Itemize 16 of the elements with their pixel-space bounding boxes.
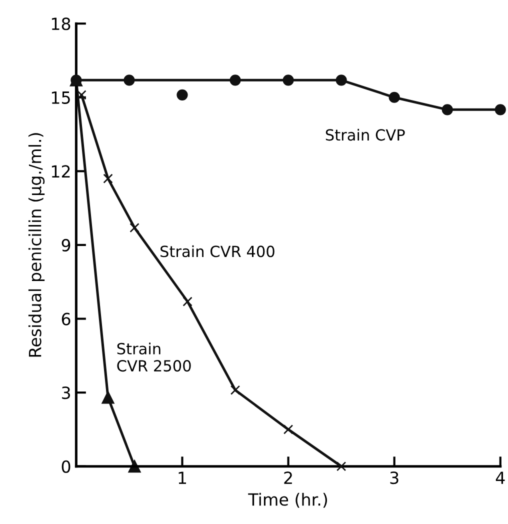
series-label: Strain CVR 2500 — [117, 342, 191, 372]
x-tick-label: 3 — [390, 472, 398, 484]
x-tick-label: 2 — [284, 472, 292, 484]
y-tick-label: 15 — [52, 92, 70, 104]
x-tick-label: 4 — [496, 472, 505, 484]
y-tick-label: 0 — [62, 460, 70, 473]
series-label: Strain CVR 400 — [160, 245, 274, 258]
y-tick-label: 6 — [62, 312, 70, 326]
y-axis-title: Residual penicillin (μg./ml.) — [28, 133, 45, 357]
y-tick-label: 12 — [52, 165, 70, 178]
y-tick-label: 18 — [52, 18, 70, 30]
x-tick-label: 1 — [178, 472, 186, 484]
x-axis-title: Time (hr.) — [248, 492, 327, 508]
y-tick-label: 9 — [62, 238, 70, 252]
y-tick-label: 3 — [62, 386, 70, 400]
series-label: Strain CVP — [326, 128, 405, 141]
